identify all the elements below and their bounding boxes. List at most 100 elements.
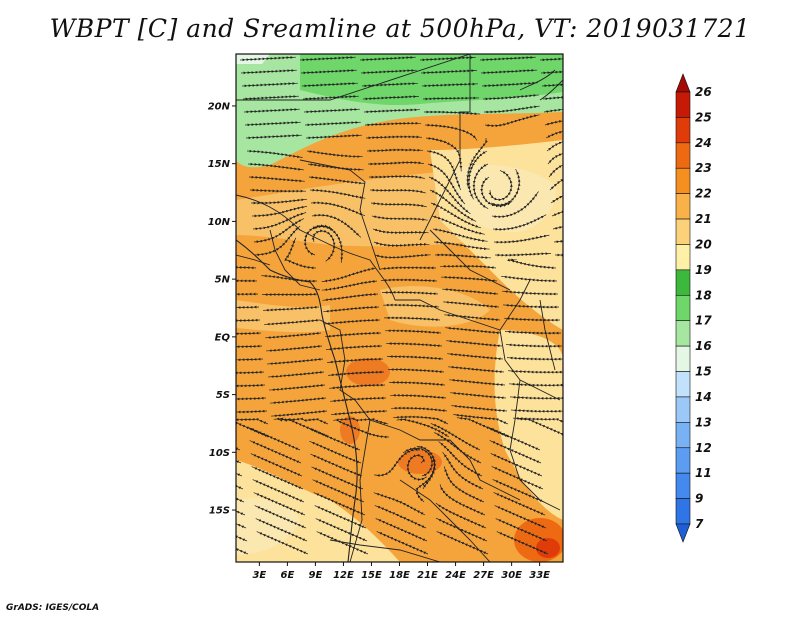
streamline	[236, 292, 259, 296]
streamline	[504, 317, 561, 322]
streamline	[328, 370, 385, 377]
colorbar-box	[675, 91, 691, 118]
streamline	[482, 94, 539, 101]
streamline	[254, 225, 301, 257]
streamline	[544, 116, 563, 126]
lat-tick-label: 5S	[216, 390, 230, 401]
streamline	[316, 531, 369, 555]
streamline	[384, 316, 441, 322]
lon-tick-label: 9E	[309, 570, 323, 581]
streamline	[539, 55, 563, 62]
colorbar-box	[675, 244, 691, 271]
streamline	[445, 326, 502, 335]
streamline	[308, 175, 365, 185]
streamline	[322, 292, 379, 302]
streamline	[327, 357, 384, 364]
streamline	[249, 188, 307, 193]
streamline	[236, 357, 264, 362]
lon-tick-label: 18E	[389, 570, 410, 581]
streamline	[380, 266, 437, 270]
streamline	[366, 148, 424, 153]
colorbar-label: 7	[695, 517, 704, 531]
lat-tick-label: 5N	[215, 275, 231, 286]
streamline	[299, 56, 356, 62]
colorbar-label: 23	[695, 161, 712, 175]
colorbar-box	[675, 320, 691, 347]
streamline	[548, 158, 563, 178]
streamline	[331, 409, 388, 416]
streamline	[425, 136, 463, 172]
colorbar-box	[675, 396, 691, 423]
streamline	[364, 121, 421, 127]
streamline	[371, 215, 428, 221]
colorbar-label: 17	[695, 314, 712, 328]
streamline	[502, 290, 558, 296]
lat-tick-label: 20N	[208, 101, 231, 112]
colorbar-box	[675, 371, 691, 398]
streamline	[268, 370, 325, 379]
streamline	[271, 409, 328, 418]
streamline	[244, 121, 301, 127]
streamline	[270, 396, 327, 405]
streamline	[388, 368, 445, 374]
streamline	[390, 393, 447, 400]
colorbar-label: 25	[695, 110, 712, 124]
streamline	[324, 318, 381, 325]
streamline	[242, 95, 299, 101]
streamline	[236, 318, 261, 323]
streamline	[389, 380, 446, 387]
streamline	[516, 417, 563, 438]
streamline	[505, 343, 563, 348]
streamline	[373, 241, 430, 248]
colorbar-box	[675, 422, 691, 449]
streamline	[376, 531, 429, 555]
streamline	[239, 56, 296, 62]
streamline	[267, 357, 324, 365]
streamline	[261, 274, 318, 283]
colorbar-box	[675, 167, 691, 194]
colorbar-label: 20	[695, 237, 712, 251]
streamline	[420, 69, 477, 75]
streamline	[540, 68, 563, 75]
streamline	[248, 175, 305, 183]
streamline	[360, 69, 417, 75]
streamline	[325, 331, 382, 338]
streamline	[236, 305, 260, 309]
streamline	[306, 150, 363, 158]
streamlines	[236, 55, 563, 555]
streamline	[263, 305, 320, 312]
streamline	[368, 161, 424, 166]
colorbar-box	[675, 498, 691, 525]
streamline	[541, 81, 563, 88]
wbpt-field-17	[300, 54, 563, 106]
streamline	[365, 135, 423, 140]
streamline	[422, 96, 480, 101]
streamline	[330, 396, 387, 403]
colorbar: 26 25 24 23 22 21 20 19 18 17 16 15 14 13 12 11 9 7	[675, 73, 712, 543]
streamline	[508, 382, 563, 387]
streamline	[507, 258, 557, 270]
colorbar-label: 26	[695, 85, 712, 99]
colorbar-label: 12	[695, 441, 712, 455]
streamline	[484, 105, 540, 114]
streamline	[236, 344, 263, 349]
streamline	[246, 149, 303, 159]
colorbar-box	[675, 472, 691, 499]
lon-tick-label: 3E	[252, 570, 266, 581]
streamline	[550, 186, 563, 204]
streamline	[236, 467, 244, 490]
chart-title: WBPT [C] and Sreamline at 500hPa, VT: 20…	[49, 14, 751, 43]
streamline	[443, 300, 500, 309]
streamline	[424, 110, 480, 116]
streamline	[434, 253, 491, 260]
streamline	[386, 342, 443, 348]
colorbar-label: 18	[695, 288, 712, 302]
streamline	[236, 409, 268, 414]
streamline	[451, 404, 508, 413]
streamline	[479, 56, 536, 62]
streamline	[496, 531, 549, 555]
streamline	[301, 82, 358, 88]
colorbar-bottom-arrow	[675, 523, 691, 543]
streamline	[436, 531, 489, 555]
